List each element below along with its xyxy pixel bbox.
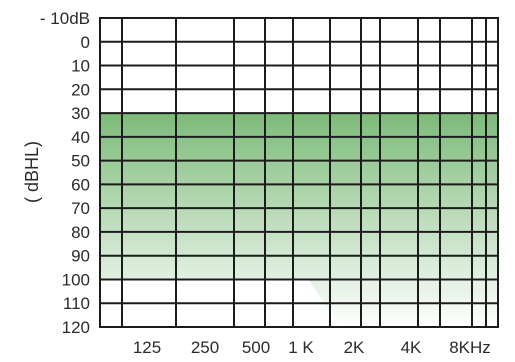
y-tick-label: 10 <box>71 57 90 76</box>
x-tick-label: 125 <box>133 338 161 357</box>
x-tick-label: 500 <box>242 338 270 357</box>
y-tick-label: - 10dB <box>40 9 90 28</box>
y-tick-label: 70 <box>71 199 90 218</box>
y-tick-label: 90 <box>71 247 90 266</box>
grid-layer <box>99 17 499 328</box>
plot-frame <box>99 17 499 328</box>
shaded-band-layer <box>100 113 498 327</box>
x-tick-label: 1 K <box>288 338 314 357</box>
y-axis-title: ( dBHL) <box>22 141 42 203</box>
hearing-range-band <box>100 113 498 327</box>
x-tick-label: 250 <box>191 338 219 357</box>
x-tick-label: 2K <box>344 338 365 357</box>
y-tick-label: 40 <box>71 128 90 147</box>
y-tick-label: 120 <box>62 318 90 337</box>
y-tick-label: 110 <box>63 294 90 313</box>
y-tick-label: 80 <box>71 223 90 242</box>
y-tick-label: 60 <box>71 175 90 194</box>
x-tick-label: 8KHz <box>449 338 491 357</box>
x-tick-label: 4K <box>401 338 422 357</box>
y-tick-label: 30 <box>71 104 90 123</box>
y-tick-labels: - 10dB 0 10 20 30 40 50 60 70 80 90 100 110 120 <box>40 9 90 337</box>
y-tick-label: 20 <box>71 80 90 99</box>
y-tick-label: 0 <box>81 33 90 52</box>
y-tick-label: 100 <box>62 270 90 289</box>
y-tick-label: 50 <box>71 152 90 171</box>
x-tick-labels: 125 250 500 1 K 2K 4K 8KHz <box>133 338 491 357</box>
